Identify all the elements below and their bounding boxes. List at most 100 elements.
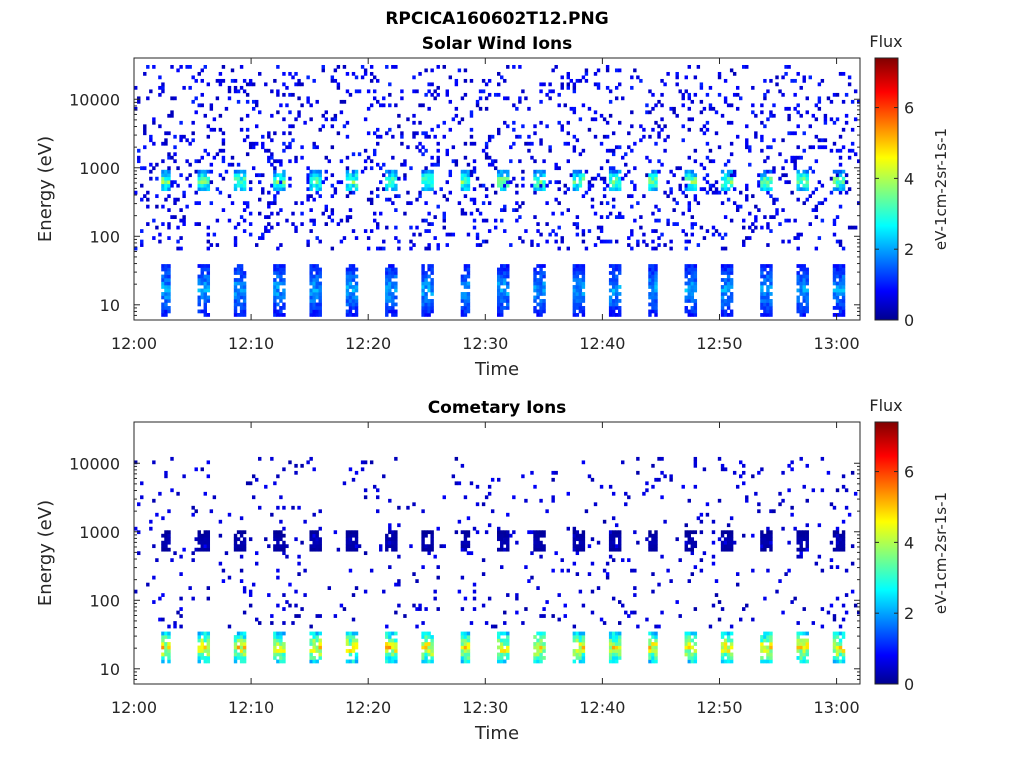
heatmap-cell [814, 204, 819, 209]
heatmap-cell [593, 134, 598, 139]
heatmap-cell [497, 659, 501, 664]
heatmap-cell [158, 491, 162, 496]
heatmap-cell [506, 638, 510, 643]
heatmap-cell [309, 624, 313, 629]
heatmap-cell [221, 568, 226, 573]
heatmap-cell [772, 138, 776, 143]
heatmap-cell [796, 271, 800, 275]
heatmap-cell [657, 169, 661, 174]
heatmap-cell [841, 659, 846, 664]
heatmap-cell [200, 267, 204, 272]
heatmap-cell [506, 544, 510, 549]
heatmap-cell [832, 271, 837, 275]
heatmap-cell [841, 652, 846, 657]
heatmap-cell [723, 645, 728, 650]
heatmap-cell [248, 82, 253, 87]
heatmap-cell [781, 138, 785, 143]
heatmap-cell [500, 313, 504, 317]
heatmap-cell [823, 120, 828, 125]
heatmap-cell [427, 243, 431, 247]
heatmap-cell [382, 474, 386, 479]
heatmap-cell [360, 460, 365, 465]
heatmap-cell [248, 603, 253, 608]
heatmap-cell [242, 306, 247, 310]
heatmap-cell [273, 187, 277, 192]
heatmap-cell [270, 211, 274, 216]
heatmap-cell [796, 638, 800, 643]
heatmap-cell [500, 530, 504, 535]
heatmap-cell [427, 635, 431, 639]
heatmap-cell [687, 547, 691, 552]
heatmap-cell [424, 652, 428, 657]
heatmap-cell [654, 652, 658, 657]
heatmap-cell [424, 302, 428, 307]
heatmap-cell [708, 624, 713, 629]
x-tick-label: 12:40 [579, 698, 625, 717]
heatmap-cell [814, 561, 819, 566]
heatmap-cell [203, 313, 207, 317]
heatmap-cell [258, 197, 262, 202]
heatmap-cell [251, 582, 256, 587]
heatmap-cell [197, 533, 201, 538]
heatmap-cell [723, 190, 728, 195]
heatmap-cell [539, 530, 543, 535]
heatmap-cell [515, 610, 519, 615]
heatmap-cell [636, 75, 640, 80]
heatmap-cell [536, 309, 540, 314]
heatmap-cell [766, 183, 770, 188]
heatmap-cell [197, 222, 201, 226]
heatmap-cell [333, 68, 338, 73]
heatmap-cell [651, 281, 655, 286]
heatmap-cell [330, 208, 335, 212]
heatmap-cell [279, 292, 283, 296]
heatmap-cell [651, 484, 655, 489]
heatmap-cell [354, 470, 359, 475]
heatmap-cell [279, 295, 283, 300]
heatmap-cell [236, 278, 241, 282]
heatmap-cell [515, 201, 519, 206]
heatmap-cell [318, 509, 322, 514]
heatmap-cell [745, 236, 749, 240]
heatmap-cell [690, 299, 695, 303]
heatmap-cell [602, 194, 607, 199]
heatmap-cell [203, 530, 207, 535]
heatmap-cell [614, 649, 619, 653]
heatmap-cell [621, 96, 625, 101]
heatmap-cell [427, 645, 431, 650]
heatmap-cell [521, 183, 525, 188]
heatmap-cell [376, 127, 380, 132]
heatmap-cell [678, 166, 682, 171]
heatmap-cell [164, 176, 168, 181]
heatmap-cell [536, 540, 540, 545]
heatmap-cell [294, 71, 298, 76]
heatmap-cell [490, 162, 495, 167]
heatmap-cell [161, 540, 165, 545]
heatmap-cell [391, 264, 395, 268]
heatmap-cell [279, 519, 283, 524]
heatmap-cell [554, 162, 558, 167]
heatmap-cell [242, 586, 247, 590]
heatmap-cell [654, 645, 658, 650]
heatmap-cell [245, 152, 250, 157]
heatmap-cell [690, 278, 695, 282]
heatmap-cell [161, 169, 165, 174]
heatmap-cell [463, 596, 468, 601]
heatmap-cell [796, 274, 800, 279]
heatmap-cell [581, 537, 586, 542]
heatmap-cell [500, 176, 504, 181]
heatmap-cell [182, 222, 186, 226]
heatmap-cell [575, 572, 580, 576]
heatmap-cell [651, 540, 655, 545]
heatmap-cell [273, 635, 277, 639]
heatmap-cell [466, 309, 471, 314]
heatmap-cell [618, 285, 622, 289]
heatmap-cell [327, 586, 332, 590]
heatmap-cell [684, 299, 688, 303]
heatmap-cell [611, 152, 616, 157]
heatmap-cell [363, 551, 368, 556]
heatmap-cell [463, 495, 468, 500]
heatmap-cell [484, 530, 489, 535]
heatmap-cell [611, 292, 616, 296]
heatmap-cell [790, 78, 794, 83]
